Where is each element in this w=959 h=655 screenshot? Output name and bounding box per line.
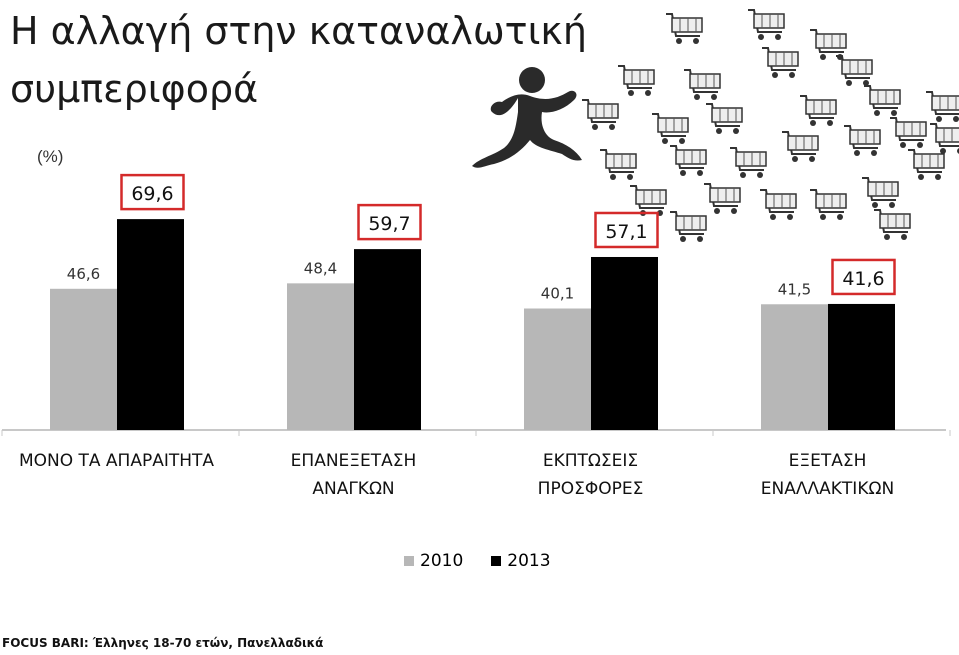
shopping-cart-icon — [930, 123, 959, 154]
legend-label-2010: 2010 — [420, 551, 464, 571]
data-label-2010: 46,6 — [67, 265, 100, 283]
shopping-cart-icon — [844, 125, 881, 156]
shopping-cart-icon — [890, 117, 927, 148]
shopping-cart-icon — [706, 103, 743, 134]
data-label-2013: 59,7 — [368, 213, 410, 235]
data-label-2010: 41,5 — [778, 280, 811, 298]
highlight-box — [831, 258, 896, 296]
bar-2010 — [524, 308, 591, 430]
shopping-cart-icon — [670, 211, 707, 242]
decoration-illustration — [472, 9, 959, 242]
legend-item-2013: 2013 — [491, 551, 551, 571]
bar-2013 — [591, 256, 658, 430]
shopping-cart-icon — [704, 183, 741, 214]
shopping-cart-icon — [836, 55, 873, 86]
page-title: Η αλλαγή στην καταναλωτική συμπεριφορά — [10, 9, 587, 111]
bar-2013 — [828, 303, 895, 430]
data-label-2013: 69,6 — [131, 183, 173, 205]
shopping-cart-icon — [618, 65, 655, 96]
running-man-icon — [472, 67, 582, 168]
bar-chart: 46,6 69,6 ΜΟΝΟ ΤΑ ΑΠΑΡΑΙΤΗΤΑ 48,4 59,7 ΕΠΑΝΕΞ… — [1, 173, 951, 499]
bar-2010 — [287, 283, 354, 430]
source-note: FOCUS BARI: Έλληνες 18-70 ετών, Πανελλαδ… — [2, 636, 324, 650]
data-label-2013: 57,1 — [605, 221, 647, 243]
highlight-box — [357, 203, 422, 241]
shopping-cart-icon — [874, 209, 911, 240]
category-label: ΕΚΠΤΩΣΕΙΣ — [543, 451, 638, 471]
shopping-cart-icon — [782, 131, 819, 162]
data-label-2013: 41,6 — [842, 268, 884, 290]
shopping-cart-icon — [760, 189, 797, 220]
shopping-cart-icon — [582, 99, 619, 130]
category-label: ΕΞΕΤΑΣΗ — [789, 451, 867, 471]
category-label: ΠΡΟΣΦΟΡΕΣ — [538, 479, 644, 499]
highlight-box — [594, 211, 659, 249]
shopping-cart-icon — [862, 177, 899, 208]
data-label-2010: 40,1 — [541, 284, 574, 302]
bar-2010 — [50, 288, 117, 430]
category-label: ΕΝΑΛΛΑΚΤΙΚΩΝ — [761, 479, 894, 499]
shopping-cart-icon — [908, 149, 945, 180]
bar-2010 — [761, 304, 828, 430]
data-label-2010: 48,4 — [304, 259, 337, 277]
legend-swatch-2013 — [491, 556, 502, 566]
shopping-cart-icon — [800, 95, 837, 126]
shopping-cart-icon — [652, 113, 689, 144]
shopping-cart-icon — [600, 149, 637, 180]
shopping-cart-icon — [864, 85, 901, 116]
shopping-cart-icon — [926, 91, 959, 122]
chart-legend: 2010 2013 — [404, 551, 551, 571]
unit-label: (%) — [37, 147, 64, 166]
bar-2013 — [117, 219, 184, 430]
shopping-cart-icon — [666, 13, 703, 44]
shopping-cart-icon — [810, 189, 847, 220]
shopping-cart-icon — [670, 145, 707, 176]
shopping-carts-group — [582, 9, 959, 242]
legend-label-2013: 2013 — [507, 551, 551, 571]
category-label: ΕΠΑΝΕΞΕΤΑΣΗ — [291, 451, 417, 471]
shopping-cart-icon — [748, 9, 785, 40]
shopping-cart-icon — [684, 69, 721, 100]
category-label: ΜΟΝΟ ΤΑ ΑΠΑΡΑΙΤΗΤΑ — [19, 451, 214, 471]
shopping-cart-icon — [762, 47, 799, 78]
bar-2013 — [354, 249, 421, 430]
category-label: ΑΝΑΓΚΩΝ — [312, 479, 394, 499]
legend-swatch-2010 — [404, 556, 414, 566]
shopping-cart-icon — [730, 147, 767, 178]
highlight-box — [120, 173, 185, 211]
legend-item-2010: 2010 — [404, 551, 463, 571]
